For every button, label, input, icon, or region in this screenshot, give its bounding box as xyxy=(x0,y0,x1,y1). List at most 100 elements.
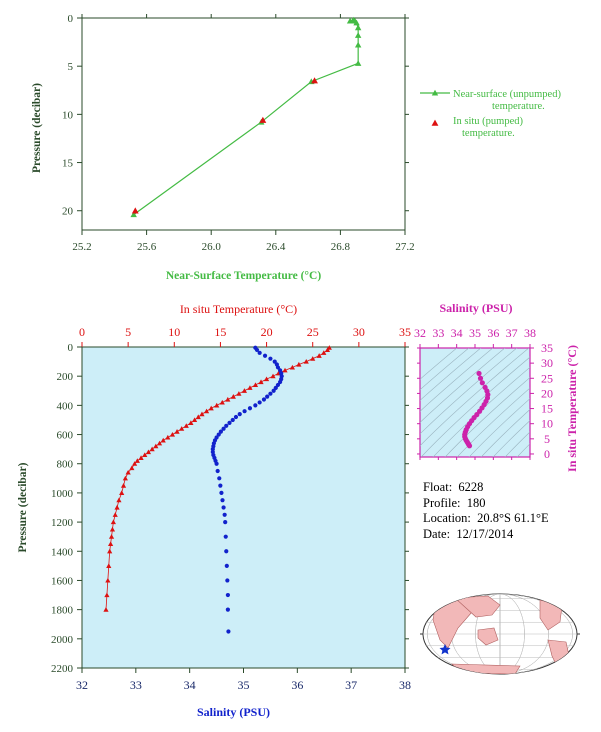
temperature-point xyxy=(203,408,210,414)
temperature-point xyxy=(116,497,122,503)
ts-point xyxy=(477,375,484,381)
density-contour xyxy=(504,431,530,457)
salinity-point xyxy=(262,353,268,358)
density-contour xyxy=(456,387,530,457)
y-tick-label: 10 xyxy=(62,109,74,121)
near-surface-point xyxy=(354,32,362,38)
salinity-point xyxy=(220,498,225,503)
salinity-tick-label: 32 xyxy=(76,678,88,692)
salinity-point xyxy=(223,534,228,539)
density-contour xyxy=(480,409,530,457)
y-axis-label: Pressure (decibar) xyxy=(31,83,43,173)
temperature-point xyxy=(153,443,159,449)
temperature-point xyxy=(169,431,176,437)
temperature-point xyxy=(134,458,140,463)
density-contour xyxy=(420,348,494,412)
salinity-point xyxy=(214,461,219,466)
temperature-point xyxy=(120,483,127,488)
salinity-point xyxy=(225,607,230,612)
temperature-point xyxy=(282,367,288,373)
density-contour xyxy=(492,420,530,457)
float-location-star-icon xyxy=(439,644,451,655)
temperature-point xyxy=(208,405,214,411)
legend-label: temperature. xyxy=(462,128,515,139)
location-label: Location: xyxy=(423,511,471,525)
temperature-point xyxy=(321,350,327,355)
salinity-tick-label: 37 xyxy=(345,678,357,692)
temperature-point xyxy=(195,414,201,420)
salinity-tick-label: 33 xyxy=(130,678,142,692)
ts-point xyxy=(476,370,482,377)
ts-y-tick-label: 25 xyxy=(541,371,553,385)
density-contour xyxy=(420,356,530,457)
date-value: 12/17/2014 xyxy=(456,526,514,541)
temperature-point xyxy=(258,379,264,385)
temperature-point xyxy=(183,423,189,428)
ts-x-tick-label: 38 xyxy=(524,326,536,340)
in-situ-point xyxy=(311,77,318,84)
salinity-point xyxy=(218,483,223,488)
in-situ-point xyxy=(259,116,267,123)
temperature-point xyxy=(132,461,138,466)
ts-point xyxy=(479,380,485,386)
temperature-point xyxy=(310,356,316,361)
ts-point xyxy=(466,443,473,449)
ts-y-tick-label: 0 xyxy=(544,447,550,461)
salinity-point xyxy=(254,347,260,353)
float-label: Float: xyxy=(423,480,453,494)
temperature-point xyxy=(108,534,115,539)
temperature-point xyxy=(142,452,148,458)
temperature-point xyxy=(105,577,111,583)
salinity-point xyxy=(275,382,281,388)
y-tick-label: 0 xyxy=(68,13,74,25)
temperature-point xyxy=(296,361,302,367)
temperature-point xyxy=(270,373,276,379)
salinity-point xyxy=(278,379,283,385)
temperature-point xyxy=(303,358,309,364)
salinity-point xyxy=(247,406,253,411)
ts-temperature-axis-label: In situ Temperature (°C) xyxy=(565,345,579,472)
salinity-point xyxy=(222,512,227,517)
legend-label: temperature. xyxy=(492,101,545,112)
temperature-point xyxy=(219,399,225,405)
x-tick-label: 27.2 xyxy=(395,241,414,253)
near-surface-chart: 25.2 25.6 26.0 26.4 26.8 27.2 0 5 10 15 20 Near-Sur… xyxy=(31,13,561,282)
temperature-tick-label: 25 xyxy=(307,325,319,339)
temperature-point xyxy=(188,420,194,425)
density-contour xyxy=(516,443,530,457)
salinity-point xyxy=(216,432,221,437)
temperature-point xyxy=(160,437,166,443)
location-line: Location: 20.8°S 61.1°E xyxy=(423,511,549,527)
density-contour xyxy=(420,348,518,435)
y-tick-label: 5 xyxy=(68,61,74,73)
temperature-point xyxy=(252,382,259,388)
salinity-point xyxy=(271,388,276,393)
temperature-point xyxy=(145,449,152,455)
pressure-tick-label: 1600 xyxy=(51,575,74,587)
pressure-tick-label: 400 xyxy=(57,400,74,412)
date-line: Date: 12/17/2014 xyxy=(423,527,549,543)
profile-plot-frame xyxy=(81,346,406,669)
salinity-point xyxy=(268,356,273,361)
salinity-point xyxy=(265,394,270,399)
legend-triangle-swatch xyxy=(431,89,439,96)
legend-label: Near-surface (unpumped) xyxy=(453,89,561,100)
near-surface-point xyxy=(353,19,360,26)
density-contour xyxy=(420,348,506,423)
density-contour xyxy=(420,348,458,380)
pressure-tick-label: 2000 xyxy=(51,634,74,646)
x-axis-label: Near-Surface Temperature (°C) xyxy=(166,270,322,282)
y-tick-label: 20 xyxy=(62,206,74,218)
near-surface-point xyxy=(354,24,362,31)
pressure-tick-label: 200 xyxy=(57,371,74,383)
profile-chart: 32 33 34 35 36 37 38 0 5 10 15 20 25 30 35 0 200 400 600 80… xyxy=(17,302,411,719)
density-contours xyxy=(420,348,530,457)
temperature-point xyxy=(103,607,109,612)
temperature-point xyxy=(119,490,125,495)
temperature-tick-label: 30 xyxy=(353,325,365,339)
density-contour xyxy=(468,398,530,457)
location-value: 20.8°S 61.1°E xyxy=(477,511,549,525)
profile-line: Profile: 180 xyxy=(423,496,549,512)
